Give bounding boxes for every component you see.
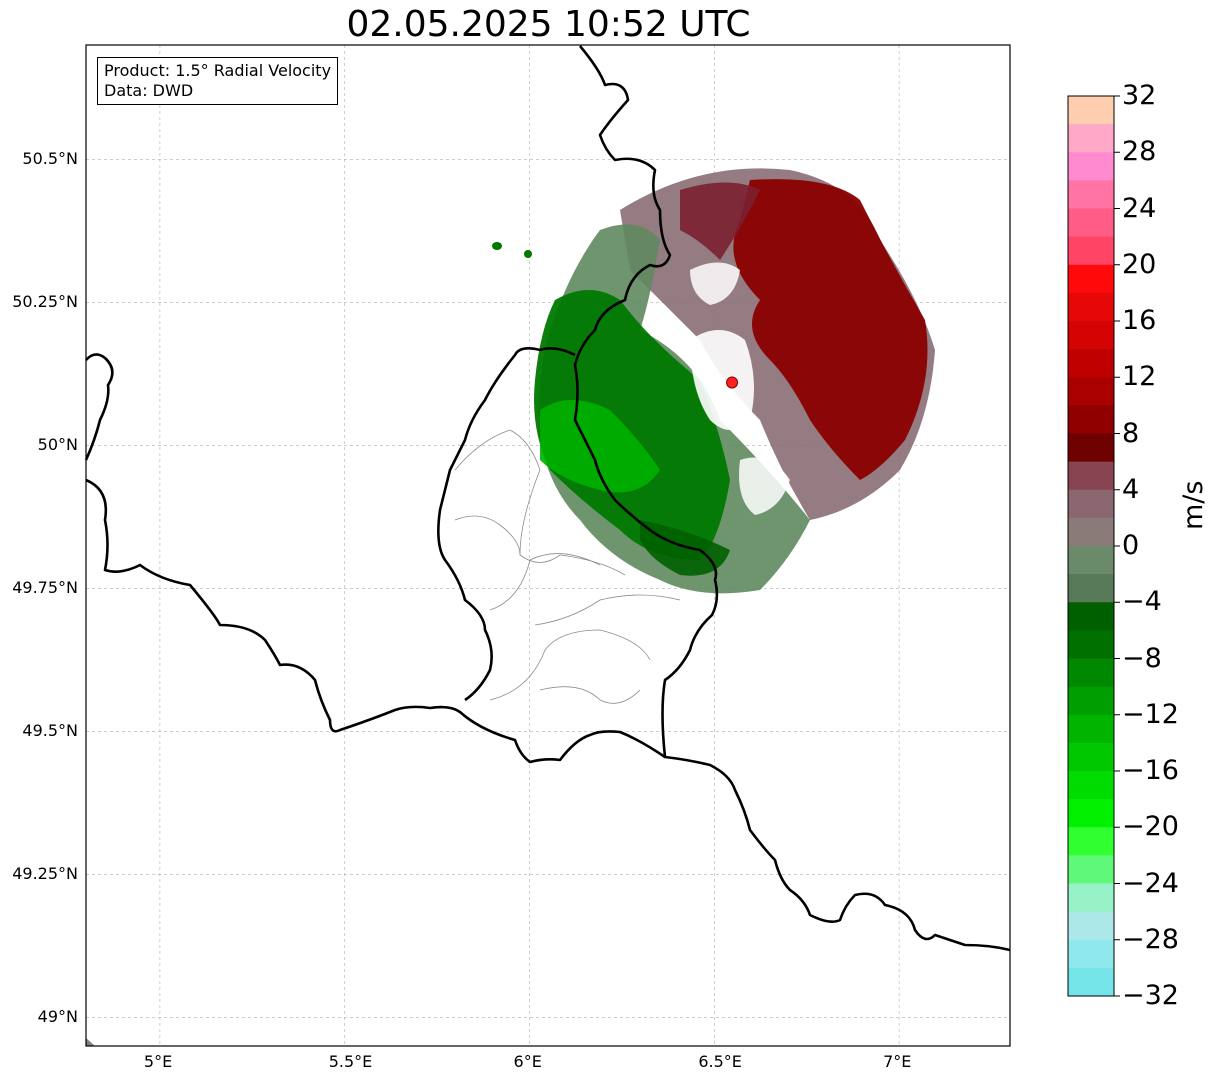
colorbar-segment <box>1068 686 1114 716</box>
colorbar-segment <box>1068 321 1114 350</box>
lon-tick-label: 7°E <box>883 1052 912 1071</box>
colorbar-segment <box>1068 96 1114 125</box>
lat-tick-label: 50.5°N <box>22 149 78 169</box>
colorbar-segment <box>1068 461 1114 491</box>
colorbar-tick-label: 32 <box>1122 80 1157 111</box>
lon-tick-label: 6°E <box>513 1052 542 1071</box>
info-box: Product: 1.5° Radial Velocity Data: DWD <box>97 57 339 105</box>
echo-outbound-mid <box>680 182 760 260</box>
colorbar-tick-label: −8 <box>1122 642 1162 674</box>
map-corner-gray <box>86 1038 95 1046</box>
lat-tick-label: 49°N <box>37 1007 78 1027</box>
lat-tick-label: 49.75°N <box>12 578 78 598</box>
colorbar-segment <box>1068 967 1114 997</box>
colorbar-segment <box>1068 180 1114 209</box>
colorbar-segment <box>1068 208 1114 238</box>
colorbar-segment <box>1068 377 1114 406</box>
national-borders <box>84 45 1011 952</box>
colorbar-segment <box>1068 939 1114 969</box>
lon-tick-label: 5°E <box>143 1052 173 1071</box>
colorbar-tick-label: 12 <box>1122 361 1157 393</box>
colorbar-tick-label: 16 <box>1122 305 1157 336</box>
echo-inbound-bright <box>540 400 660 493</box>
colorbar-unit: m/s <box>1178 480 1209 530</box>
colorbar-segment <box>1068 152 1114 181</box>
colorbar-tick-label: 0 <box>1122 530 1140 561</box>
colorbar-segment <box>1068 742 1114 772</box>
map-frame <box>85 44 1011 1047</box>
colorbar-tick-label: −24 <box>1122 867 1179 899</box>
colorbar-segment <box>1068 264 1114 294</box>
colorbar-segment <box>1068 236 1114 266</box>
colorbar-segment <box>1068 602 1114 631</box>
lat-tick-label: 49.25°N <box>12 864 78 884</box>
colorbar-tick-label: 20 <box>1122 248 1157 280</box>
info-product: Product: 1.5° Radial Velocity <box>104 61 332 80</box>
velocity-colorbar <box>1067 95 1120 997</box>
colorbar-segment <box>1068 349 1114 378</box>
colorbar-segment <box>1068 799 1114 828</box>
colorbar-tick-label: 28 <box>1122 136 1157 168</box>
colorbar-tick-label: −28 <box>1122 923 1179 955</box>
lat-tick-label: 49.5°N <box>22 721 78 741</box>
echo-inbound-strong <box>534 290 730 560</box>
info-source: Data: DWD <box>104 81 194 100</box>
colorbar-tick-label: −16 <box>1122 755 1179 786</box>
colorbar-segment <box>1068 714 1114 744</box>
colorbar-segment <box>1068 405 1114 434</box>
lon-tick-label: 5.5°E <box>328 1052 373 1071</box>
colorbar-tick-label: −20 <box>1122 811 1179 843</box>
echo-gap-center <box>690 330 754 430</box>
colorbar-segment <box>1068 827 1114 856</box>
colorbar-tick-label: −12 <box>1122 698 1179 730</box>
colorbar-segment <box>1068 771 1114 800</box>
colorbar-segment <box>1068 574 1114 603</box>
colorbar-tick-label: 24 <box>1122 192 1157 224</box>
internal-borders <box>454 429 681 704</box>
colorbar-segment <box>1068 546 1114 575</box>
colorbar-segment <box>1068 292 1114 322</box>
velocity-echoes <box>492 168 935 594</box>
lat-tick-label: 50.25°N <box>12 292 78 312</box>
colorbar-segment <box>1068 630 1114 659</box>
colorbar-segment <box>1068 489 1114 519</box>
colorbar-segment <box>1068 855 1114 884</box>
colorbar-tick-label: −4 <box>1122 586 1162 618</box>
map-title: 02.05.2025 10:52 UTC <box>346 4 751 45</box>
radar-site-marker <box>726 376 739 389</box>
colorbar-segment <box>1068 658 1114 688</box>
echo-outbound-strong <box>733 179 928 480</box>
colorbar-segment <box>1068 124 1114 153</box>
lat-tick-label: 50°N <box>37 435 78 455</box>
colorbar-tick-label: −32 <box>1122 980 1179 1011</box>
colorbar-segment <box>1068 883 1114 913</box>
echo-gap-ne <box>690 262 740 305</box>
lon-tick-label: 6.5°E <box>698 1052 742 1071</box>
colorbar-tick-label: 8 <box>1122 417 1140 449</box>
colorbar-segment <box>1068 517 1114 547</box>
echo-gap-south <box>739 457 790 515</box>
colorbar-segment <box>1068 433 1114 463</box>
colorbar-tick-label: 4 <box>1122 473 1140 505</box>
colorbar-segment <box>1068 911 1114 941</box>
